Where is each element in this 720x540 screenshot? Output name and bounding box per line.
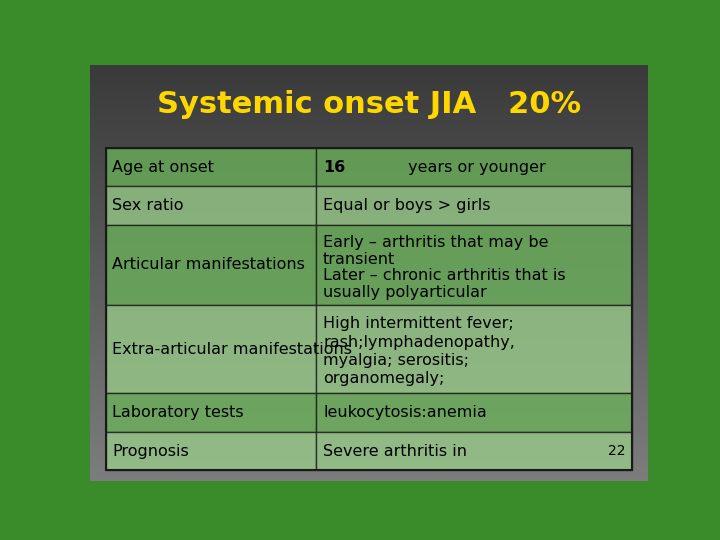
Text: Extra-articular manifestations: Extra-articular manifestations [112,342,352,357]
Bar [106,394,316,432]
Text: rash;lymphadenopathy,: rash;lymphadenopathy, [323,335,515,350]
Bar [106,148,632,470]
Bar [316,225,632,305]
Bar [106,186,316,225]
Text: Systemic onset JIA   20%: Systemic onset JIA 20% [157,90,581,119]
Bar [316,148,632,186]
Text: Prognosis: Prognosis [112,443,189,458]
Bar [316,305,632,394]
Text: Later – chronic arthritis that is: Later – chronic arthritis that is [323,268,566,284]
Bar [106,148,316,186]
Text: Severe arthritis in: Severe arthritis in [323,443,472,458]
Text: usually polyarticular: usually polyarticular [323,285,487,300]
Bar [316,186,632,225]
Bar [106,305,316,394]
Text: 22: 22 [608,444,626,458]
Text: organomegaly;: organomegaly; [323,372,444,387]
Text: years or younger: years or younger [402,160,545,174]
Text: 16: 16 [323,160,346,174]
Text: Equal or boys > girls: Equal or boys > girls [323,198,490,213]
Text: Age at onset: Age at onset [112,160,214,174]
Text: High intermittent fever;: High intermittent fever; [323,316,514,331]
Text: Laboratory tests: Laboratory tests [112,405,244,420]
Bar [106,432,316,470]
Text: myalgia; serositis;: myalgia; serositis; [323,353,469,368]
Text: transient: transient [323,252,395,267]
Bar [106,225,316,305]
Text: Articular manifestations: Articular manifestations [112,258,305,273]
Bar [316,394,632,432]
Text: leukocytosis:anemia: leukocytosis:anemia [323,405,487,420]
Text: Early – arthritis that may be: Early – arthritis that may be [323,235,549,250]
Text: Sex ratio: Sex ratio [112,198,184,213]
Bar [316,432,632,470]
